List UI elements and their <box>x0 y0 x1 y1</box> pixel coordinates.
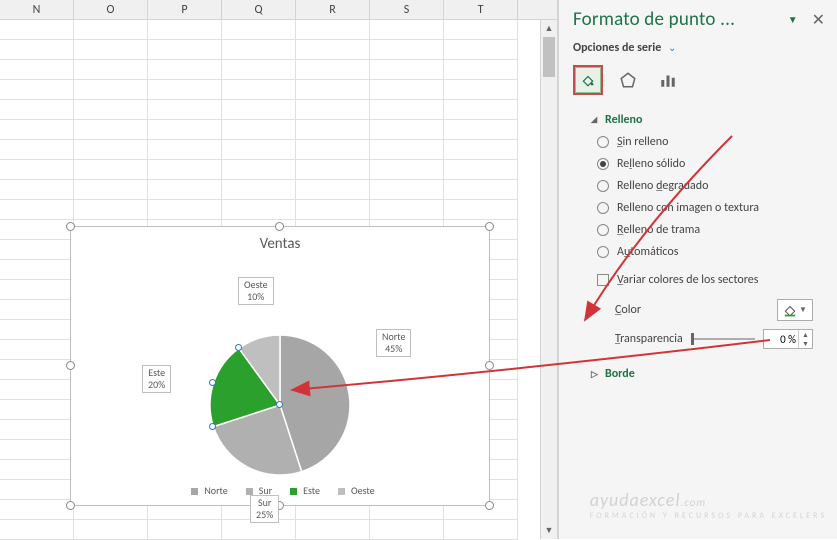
radio-icon <box>597 202 609 214</box>
transparency-input[interactable]: ▲▼ <box>763 329 813 349</box>
column-headers: NOPQRST <box>0 0 557 20</box>
tab-fill-line[interactable] <box>573 65 603 95</box>
panel-dropdown-icon[interactable]: ▼ <box>788 13 798 26</box>
column-header[interactable]: P <box>148 0 222 19</box>
data-label[interactable]: Sur25% <box>250 495 279 523</box>
radio-icon <box>597 158 609 170</box>
close-icon[interactable]: ✕ <box>812 10 825 30</box>
color-picker-button[interactable]: ▼ <box>777 299 813 321</box>
scroll-down-button[interactable]: ▼ <box>541 522 557 539</box>
tab-effects[interactable] <box>613 65 643 95</box>
legend-item[interactable]: Norte <box>185 484 227 497</box>
chart-object[interactable]: Ventas Norte45%Sur25%Este20%Oeste10% Nor… <box>70 226 490 506</box>
resize-handle[interactable] <box>275 222 284 231</box>
paint-bucket-icon <box>581 73 595 87</box>
radio-label: Relleno con imagen o textura <box>617 201 759 215</box>
color-label: Color <box>615 303 769 317</box>
radio-icon <box>597 136 609 148</box>
panel-subtitle[interactable]: Opciones de serie ⌄ <box>559 35 837 61</box>
format-pane: Formato de punto ... ▼ ✕ Opciones de ser… <box>558 0 837 539</box>
section-border: Borde <box>559 359 837 389</box>
vary-colors-label: Variar colores de los sectores <box>617 273 758 287</box>
legend-item[interactable]: Este <box>284 484 320 497</box>
column-header[interactable]: R <box>296 0 370 19</box>
fill-radio-option[interactable]: Relleno de trama <box>587 219 819 241</box>
fill-radio-option[interactable]: Relleno con imagen o textura <box>587 197 819 219</box>
column-header[interactable]: N <box>0 0 74 19</box>
fill-radio-option[interactable]: Relleno sólido <box>587 153 819 175</box>
legend-item[interactable]: Oeste <box>332 484 375 497</box>
transparency-label: Transparencia <box>615 332 683 346</box>
data-label[interactable]: Norte45% <box>376 329 411 357</box>
radio-label: Relleno de trama <box>617 223 700 237</box>
bar-chart-icon <box>659 71 677 89</box>
data-label[interactable]: Este20% <box>142 365 171 393</box>
radio-label: Relleno sólido <box>617 157 685 171</box>
dropdown-icon: ▼ <box>799 305 807 315</box>
scroll-up-button[interactable]: ▲ <box>541 20 557 37</box>
column-header[interactable]: Q <box>222 0 296 19</box>
scroll-thumb[interactable] <box>543 37 555 77</box>
pentagon-icon <box>619 71 637 89</box>
chart-legend[interactable]: Norte Sur Este Oeste <box>71 484 489 497</box>
transparency-slider[interactable] <box>691 337 755 341</box>
fill-radio-option[interactable]: Automáticos <box>587 241 819 263</box>
radio-label: Automáticos <box>617 245 678 259</box>
column-header[interactable]: O <box>74 0 148 19</box>
spin-down[interactable]: ▼ <box>799 339 812 348</box>
section-fill-header[interactable]: Relleno <box>587 107 819 131</box>
radio-icon <box>597 246 609 258</box>
panel-subtitle-text: Opciones de serie <box>573 41 661 55</box>
resize-handle[interactable] <box>66 222 75 231</box>
watermark: ayudaexcel.com FORMACIÓN Y RECURSOS PARA… <box>590 489 827 521</box>
column-header[interactable]: S <box>370 0 444 19</box>
fill-radio-option[interactable]: Relleno degradado <box>587 175 819 197</box>
resize-handle[interactable] <box>485 501 494 510</box>
radio-icon <box>597 224 609 236</box>
transparency-value[interactable] <box>764 333 798 346</box>
column-header[interactable]: T <box>444 0 518 19</box>
watermark-brand: ayudaexcel <box>590 489 681 511</box>
radio-label: Relleno degradado <box>617 179 708 193</box>
fill-radio-option[interactable]: Sin relleno <box>587 131 819 153</box>
vary-colors-checkbox-row[interactable]: Variar colores de los sectores <box>587 269 819 291</box>
fill-color-row: Color ▼ <box>587 291 819 327</box>
legend-item[interactable]: Sur <box>240 484 272 497</box>
tab-series-options[interactable] <box>653 65 683 95</box>
paint-bucket-icon <box>783 303 797 317</box>
pie-chart[interactable]: Norte45%Sur25%Este20%Oeste10% <box>210 335 350 475</box>
resize-handle[interactable] <box>485 361 494 370</box>
slice-selection-handle[interactable] <box>276 401 283 408</box>
resize-handle[interactable] <box>485 222 494 231</box>
vary-colors-checkbox[interactable] <box>597 274 609 286</box>
resize-handle[interactable] <box>66 501 75 510</box>
section-border-header[interactable]: Borde <box>587 361 819 385</box>
section-fill: Relleno Sin relleno Relleno sólido Relleno… <box>559 105 837 359</box>
radio-icon <box>597 180 609 192</box>
watermark-tagline: FORMACIÓN Y RECURSOS PARA EXCELERS <box>590 511 827 521</box>
panel-title: Formato de punto ... <box>573 8 788 31</box>
data-label[interactable]: Oeste10% <box>238 277 274 305</box>
vertical-scrollbar[interactable]: ▲ ▼ <box>540 20 557 539</box>
transparency-row: Transparencia ▲▼ <box>587 327 819 355</box>
spin-up[interactable]: ▲ <box>799 330 812 339</box>
panel-tabs <box>559 61 837 105</box>
resize-handle[interactable] <box>66 361 75 370</box>
chevron-down-icon: ⌄ <box>668 41 676 54</box>
spreadsheet-grid: NOPQRST ▲ ▼ Ventas Norte45%Sur25%Este20%… <box>0 0 558 539</box>
radio-label: Sin relleno <box>617 135 668 149</box>
